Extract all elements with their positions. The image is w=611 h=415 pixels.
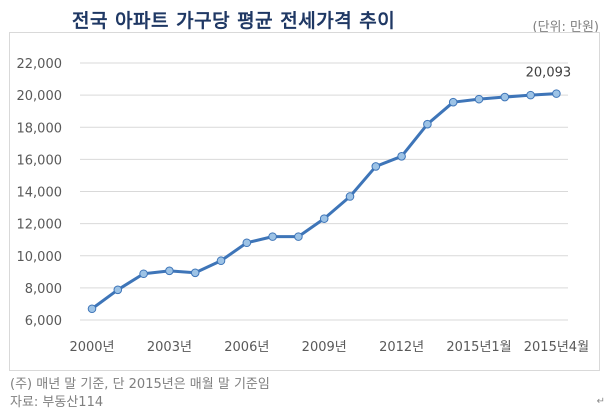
data-point bbox=[397, 152, 406, 161]
x-tick-label: 2015년1월 bbox=[446, 340, 511, 355]
data-point bbox=[552, 89, 561, 98]
data-point bbox=[268, 232, 277, 241]
data-point bbox=[165, 266, 174, 276]
chart-frame bbox=[9, 32, 600, 371]
x-tick-label: 2000년 bbox=[69, 340, 114, 355]
data-point bbox=[113, 285, 123, 295]
y-tick-label: 20,000 bbox=[17, 89, 63, 104]
data-point bbox=[87, 304, 97, 314]
data-point bbox=[423, 119, 432, 129]
chart-title: 전국 아파트 가구당 평균 전세가격 추이 bbox=[72, 10, 396, 32]
data-point bbox=[526, 90, 535, 100]
data-point bbox=[242, 238, 252, 248]
paragraph-mark: ↵ bbox=[596, 396, 605, 407]
data-point bbox=[474, 94, 484, 104]
y-axis-ticks: 6,000 8,000 10,000 12,000 14,000 16,000 18,000… bbox=[17, 57, 63, 329]
gridlines bbox=[80, 62, 568, 321]
data-labels: 20,093 bbox=[526, 66, 572, 81]
data-point bbox=[371, 162, 381, 171]
y-tick-label: 16,000 bbox=[17, 153, 63, 168]
y-tick-label: 14,000 bbox=[17, 186, 63, 201]
data-markers bbox=[87, 89, 561, 314]
y-tick-label: 8,000 bbox=[25, 282, 62, 297]
y-tick-label: 12,000 bbox=[17, 218, 63, 233]
data-point bbox=[190, 268, 200, 278]
data-point bbox=[500, 92, 510, 102]
y-tick-label: 18,000 bbox=[17, 121, 63, 136]
x-tick-label: 2003년 bbox=[147, 340, 192, 355]
source-note: 자료: 부동산114 bbox=[10, 395, 104, 410]
data-label: 20,093 bbox=[526, 66, 572, 81]
y-tick-label: 10,000 bbox=[17, 250, 63, 265]
x-tick-label: 2015년4월 bbox=[524, 340, 589, 355]
data-point bbox=[448, 97, 458, 107]
data-point bbox=[345, 192, 355, 201]
data-point bbox=[139, 269, 148, 279]
series-line bbox=[90, 92, 558, 311]
unit-label: (단위: 만원) bbox=[532, 20, 600, 35]
x-tick-label: 2009년 bbox=[302, 340, 347, 355]
data-point bbox=[294, 232, 303, 241]
y-tick-label: 22,000 bbox=[17, 57, 63, 72]
data-point bbox=[216, 256, 226, 266]
x-tick-label: 2006년 bbox=[224, 340, 269, 355]
data-point bbox=[319, 214, 329, 223]
x-tick-label: 2012년 bbox=[379, 340, 424, 355]
x-axis-ticks: 2000년 2003년 2006년 2009년 2012년 2015년1월 2015년4월 bbox=[69, 340, 589, 355]
footnote: (주) 매년 말 기준, 단 2015년은 매월 말 기준임 bbox=[10, 377, 270, 392]
y-tick-label: 6,000 bbox=[25, 314, 62, 329]
